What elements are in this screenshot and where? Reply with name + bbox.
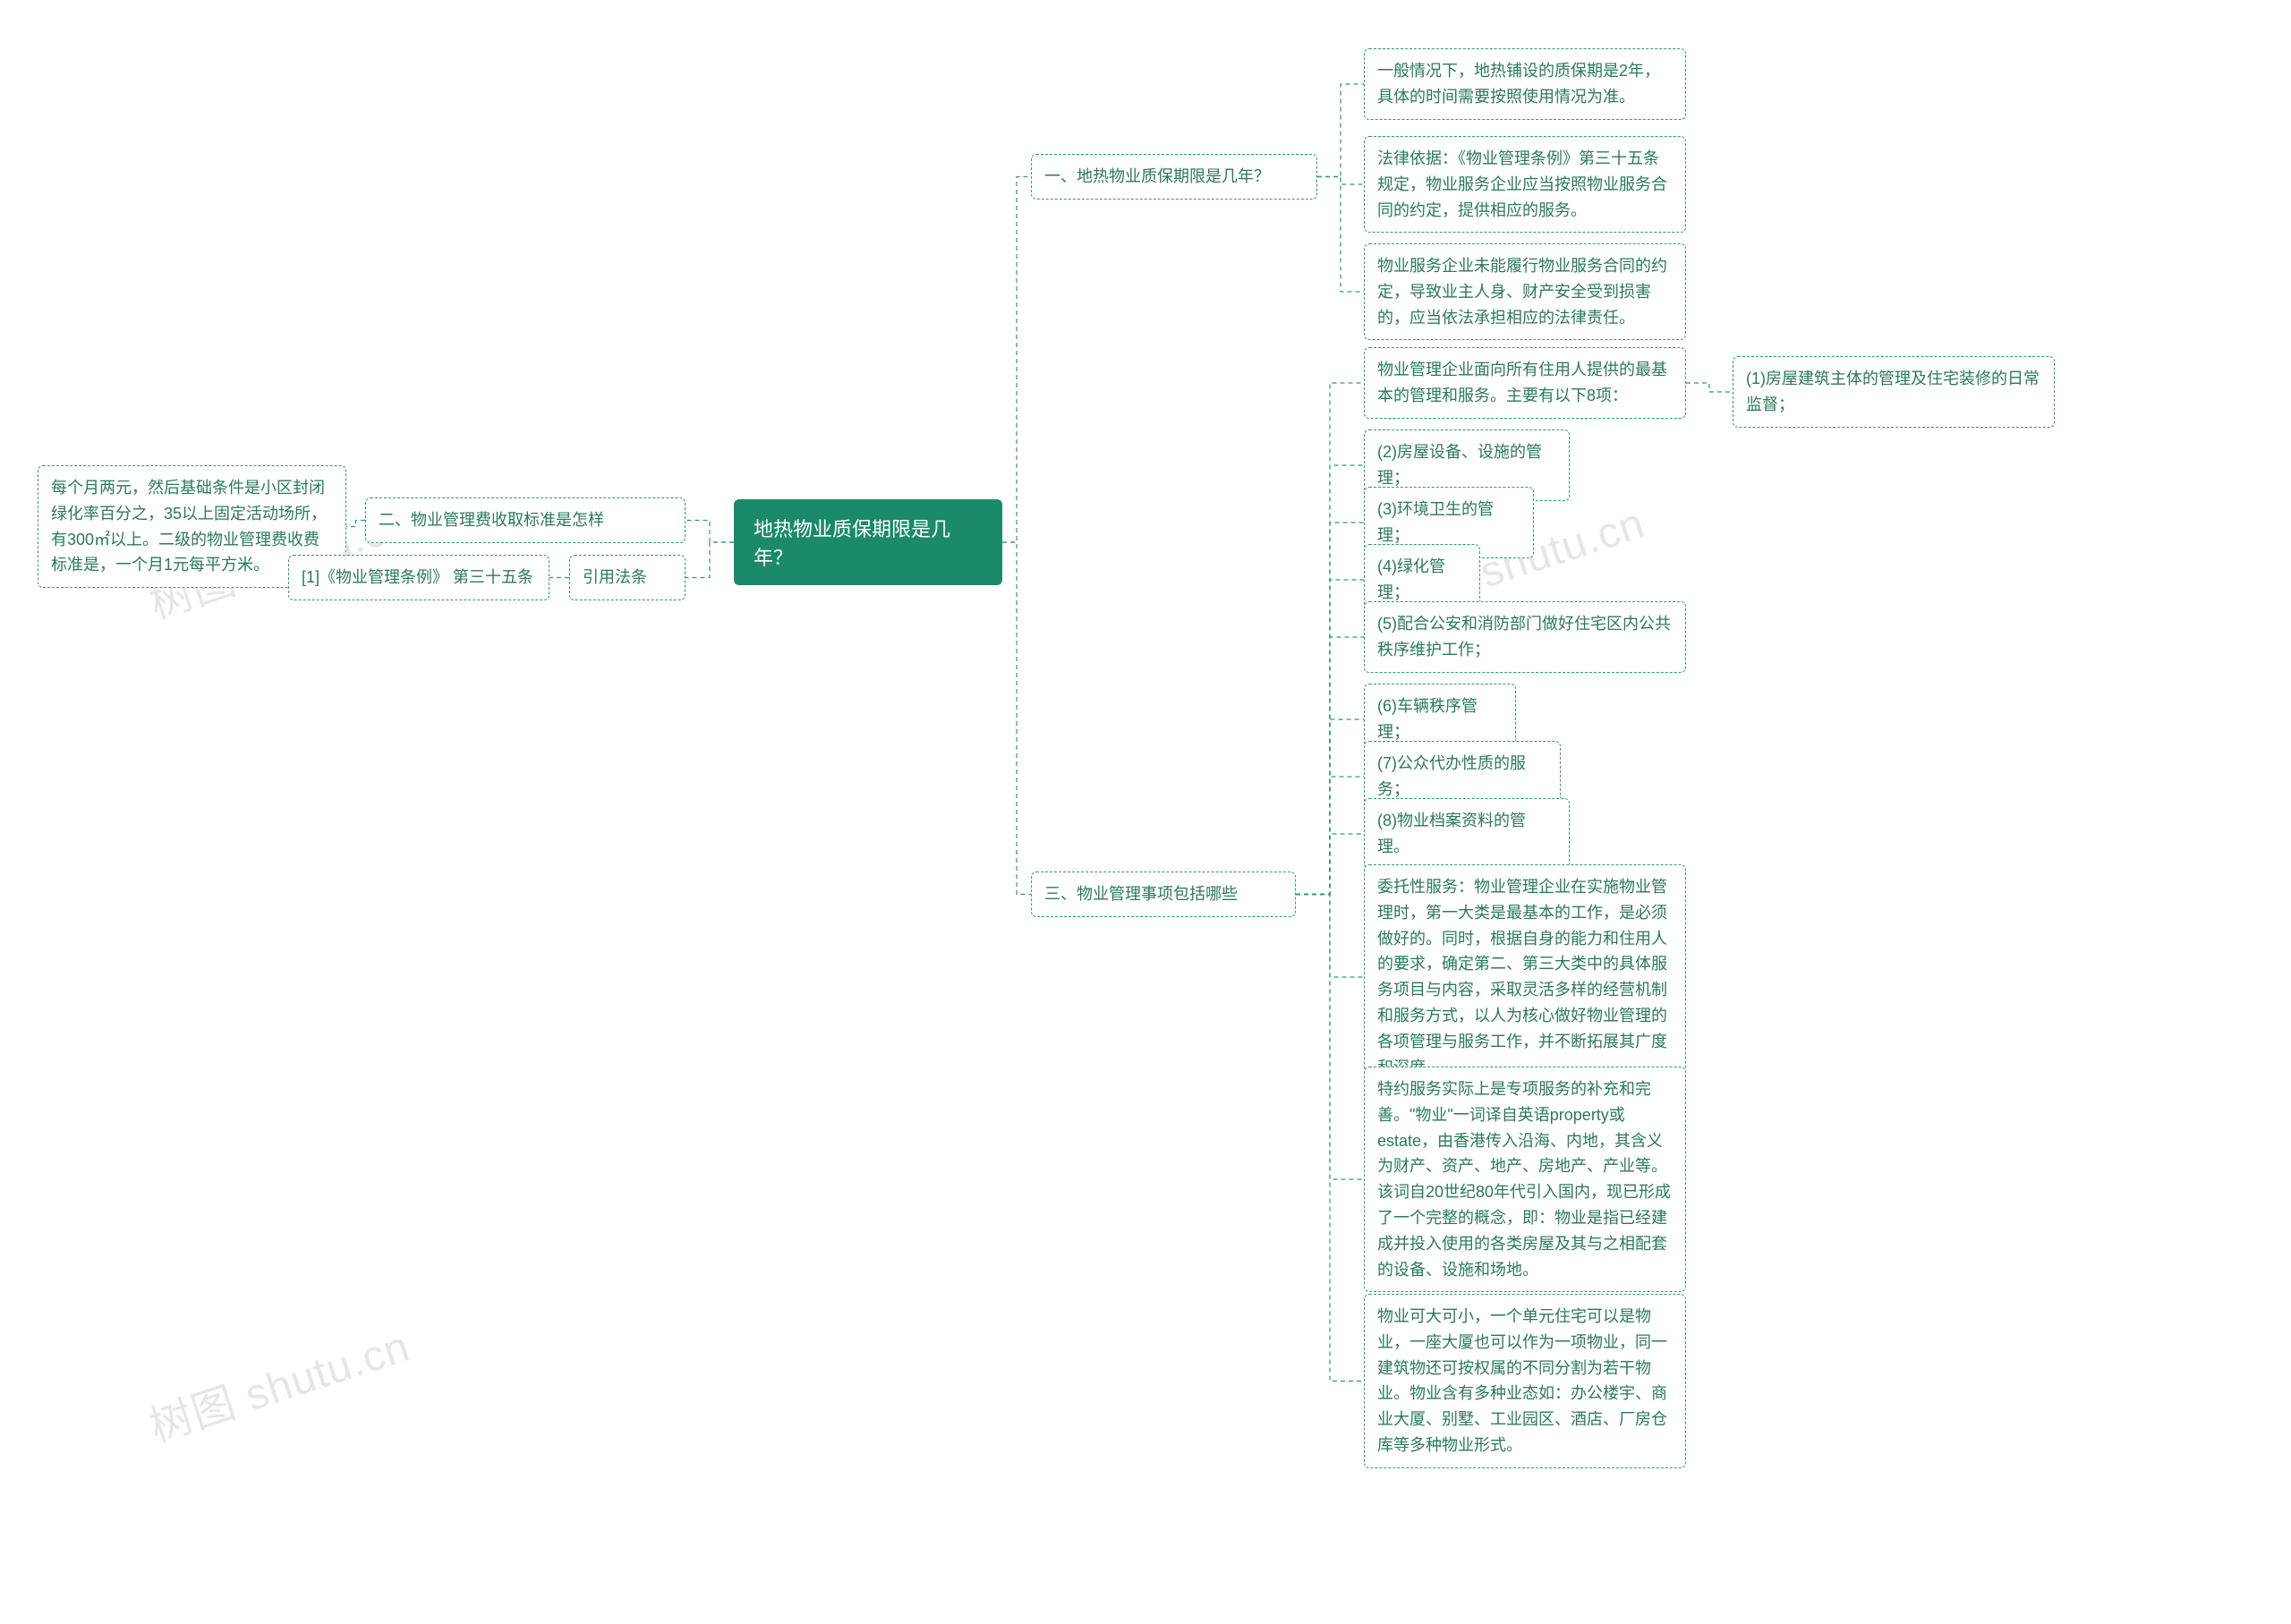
connector bbox=[1002, 177, 1031, 543]
connector bbox=[346, 521, 365, 527]
root-label: 地热物业质保期限是几年？ bbox=[754, 518, 950, 569]
connector bbox=[1296, 895, 1364, 978]
node-label: 一般情况下，地热铺设的质保期是2年，具体的时间需要按照使用情况为准。 bbox=[1377, 62, 1660, 106]
mindmap-node[interactable]: 一般情况下，地热铺设的质保期是2年，具体的时间需要按照使用情况为准。 bbox=[1364, 48, 1686, 120]
root-node[interactable]: 地热物业质保期限是几年？ bbox=[734, 499, 1002, 585]
node-label: 物业可大可小，一个单元住宅可以是物业，一座大厦也可以作为一项物业，同一建筑物还可… bbox=[1377, 1307, 1667, 1454]
connector bbox=[1296, 719, 1364, 895]
node-label: (8)物业档案资料的管理。 bbox=[1377, 812, 1526, 855]
mindmap-node[interactable]: 物业可大可小，一个单元住宅可以是物业，一座大厦也可以作为一项物业，同一建筑物还可… bbox=[1364, 1294, 1686, 1468]
connector bbox=[1317, 177, 1364, 293]
connector bbox=[1317, 177, 1364, 185]
node-label: 委托性服务：物业管理企业在实施物业管理时，第一大类是最基本的工作，是必须做好的。… bbox=[1377, 878, 1667, 1076]
connector bbox=[1296, 465, 1364, 895]
mindmap-node[interactable]: [1]《物业管理条例》 第三十五条 bbox=[288, 555, 549, 600]
node-label: (5)配合公安和消防部门做好住宅区内公共秩序维护工作； bbox=[1377, 615, 1671, 659]
node-label: 二、物业管理费收取标准是怎样 bbox=[379, 511, 604, 529]
connector bbox=[1296, 523, 1364, 895]
mindmap-node[interactable]: 特约服务实际上是专项服务的补充和完善。"物业"一词译自英语property或es… bbox=[1364, 1067, 1686, 1292]
node-label: (3)环境卫生的管理； bbox=[1377, 500, 1494, 544]
mindmap-node[interactable]: (8)物业档案资料的管理。 bbox=[1364, 798, 1570, 870]
connector bbox=[1296, 637, 1364, 895]
connector bbox=[686, 521, 734, 543]
mindmap-node[interactable]: 二、物业管理费收取标准是怎样 bbox=[365, 497, 686, 543]
connector bbox=[1317, 84, 1364, 177]
node-label: 引用法条 bbox=[583, 568, 647, 586]
connector bbox=[1296, 834, 1364, 895]
mindmap-node[interactable]: 三、物业管理事项包括哪些 bbox=[1031, 872, 1296, 917]
connector bbox=[1296, 895, 1364, 1180]
mindmap-node[interactable]: (1)房屋建筑主体的管理及住宅装修的日常监督； bbox=[1733, 356, 2055, 428]
node-label: 法律依据：《物业管理条例》第三十五条规定，物业服务企业应当按照物业服务合同的约定… bbox=[1377, 149, 1667, 219]
mindmap-node[interactable]: 物业服务企业未能履行物业服务合同的约定，导致业主人身、财产安全受到损害的，应当依… bbox=[1364, 243, 1686, 340]
node-label: (4)绿化管理； bbox=[1377, 557, 1445, 601]
connector bbox=[1296, 580, 1364, 895]
mindmap-node[interactable]: 一、地热物业质保期限是几年？ bbox=[1031, 154, 1317, 200]
connector bbox=[686, 542, 734, 578]
mindmap-node[interactable]: 物业管理企业面向所有住用人提供的最基本的管理和服务。主要有以下8项： bbox=[1364, 347, 1686, 419]
connector-layer bbox=[0, 0, 2291, 1624]
node-label: (7)公众代办性质的服务； bbox=[1377, 754, 1526, 798]
connector bbox=[1002, 542, 1031, 895]
node-label: 三、物业管理事项包括哪些 bbox=[1044, 885, 1238, 903]
connector bbox=[1296, 895, 1364, 1382]
node-label: 一、地热物业质保期限是几年？ bbox=[1044, 167, 1270, 185]
watermark: 树图 shutu.cn bbox=[141, 1311, 417, 1454]
mindmap-node[interactable]: (5)配合公安和消防部门做好住宅区内公共秩序维护工作； bbox=[1364, 601, 1686, 673]
node-label: 物业服务企业未能履行物业服务合同的约定，导致业主人身、财产安全受到损害的，应当依… bbox=[1377, 257, 1667, 327]
node-label: (2)房屋设备、设施的管理； bbox=[1377, 443, 1542, 487]
connector bbox=[1296, 383, 1364, 895]
node-label: 特约服务实际上是专项服务的补充和完善。"物业"一词译自英语property或es… bbox=[1377, 1080, 1671, 1279]
node-label: 每个月两元，然后基础条件是小区封闭绿化率百分之，35以上固定活动场所，有300㎡… bbox=[51, 479, 327, 574]
node-label: (6)车辆秩序管理； bbox=[1377, 697, 1478, 741]
connector bbox=[1296, 777, 1364, 895]
node-label: [1]《物业管理条例》 第三十五条 bbox=[302, 568, 533, 586]
node-label: (1)房屋建筑主体的管理及住宅装修的日常监督； bbox=[1746, 370, 2040, 413]
mindmap-node[interactable]: 委托性服务：物业管理企业在实施物业管理时，第一大类是最基本的工作，是必须做好的。… bbox=[1364, 864, 1686, 1090]
mindmap-node[interactable]: 法律依据：《物业管理条例》第三十五条规定，物业服务企业应当按照物业服务合同的约定… bbox=[1364, 136, 1686, 233]
node-label: 物业管理企业面向所有住用人提供的最基本的管理和服务。主要有以下8项： bbox=[1377, 361, 1667, 404]
connector bbox=[1686, 383, 1733, 392]
mindmap-node[interactable]: 引用法条 bbox=[569, 555, 686, 600]
